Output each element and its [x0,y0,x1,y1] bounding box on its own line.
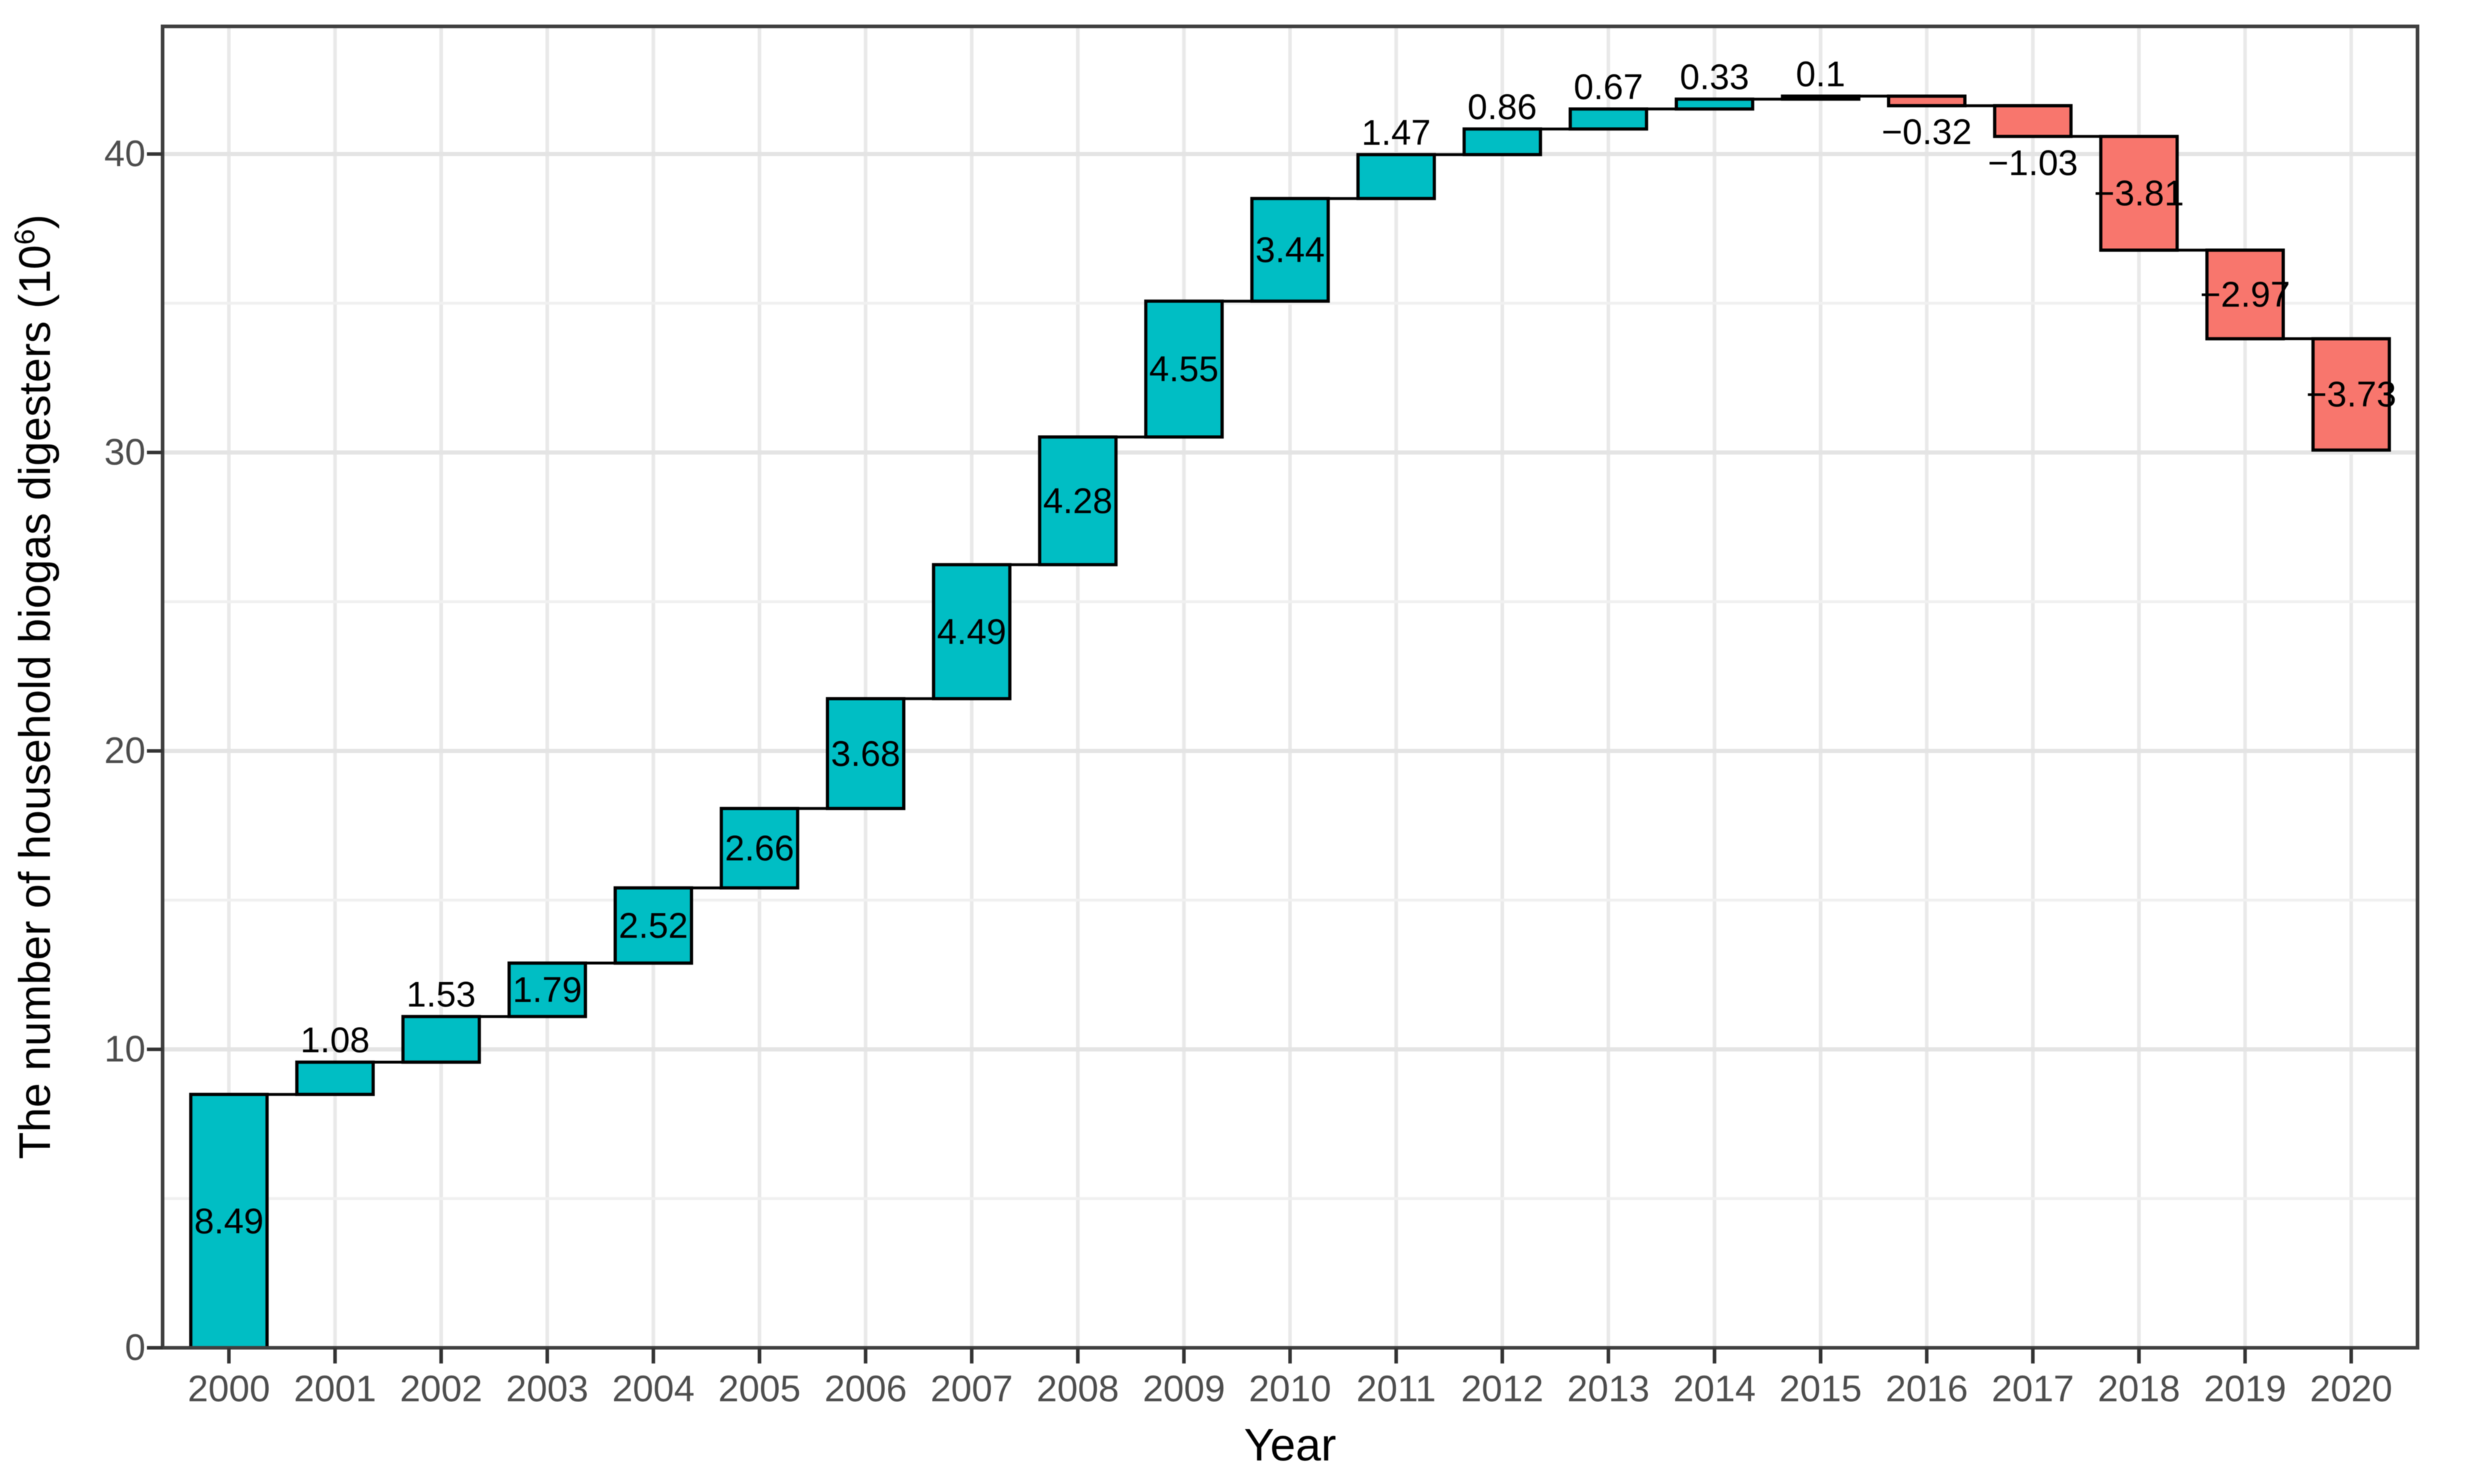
y-tick-label-20: 20 [104,730,145,772]
bar-2013 [1568,107,1649,131]
x-tick-label-2014: 2014 [1673,1368,1756,1410]
x-tick-label-2008: 2008 [1037,1368,1120,1410]
bar-value-label-2012: 0.86 [1468,87,1537,127]
x-tick-label-2005: 2005 [718,1368,801,1410]
bar-value-labels-layer: 8.49 1.08 1.53 1.79 2.52 2.66 3.68 4.49 4.28 4.55… [194,54,2396,1242]
bar-2020 [2311,337,2391,452]
bar-2001 [295,1060,375,1096]
bar-value-label-2014: 0.33 [1680,57,1749,97]
bar-2009 [1144,300,1224,439]
bar-value-label-2006: 3.68 [831,734,900,774]
bar-value-label-2019: −2.97 [2200,275,2291,314]
bar-2006 [826,697,906,811]
bar-value-label-2008: 4.28 [1043,481,1112,521]
bar-value-label-2016: −0.32 [1882,112,1973,152]
axis-ticks-layer [147,152,2353,1363]
bar-value-label-2000: 8.49 [194,1201,263,1241]
x-tick-label-2006: 2006 [824,1368,907,1410]
x-tick-label-2015: 2015 [1779,1368,1862,1410]
y-axis-title: The number of household biogas digesters… [9,214,60,1159]
gridlines-layer [163,26,2418,1348]
bar-2016 [1887,94,1967,108]
bar-value-label-2005: 2.66 [725,828,794,868]
x-tick-label-2018: 2018 [2098,1368,2181,1410]
bar-value-label-2003: 1.79 [513,970,582,1010]
bar-2005 [720,807,799,890]
bar-2012 [1462,127,1543,157]
x-tick-label-2010: 2010 [1249,1368,1331,1410]
bar-2004 [613,886,693,965]
axis-tick-labels-layer: 2000 2001 2002 2003 2004 2005 2006 2007 2008 2009… [104,133,2393,1410]
bar-value-label-2020: −3.73 [2306,374,2397,414]
y-tick-label-40: 40 [104,133,145,175]
bars-layer [189,94,2391,1350]
bar-value-label-2017: −1.03 [1987,143,2078,183]
bar-value-label-2004: 2.52 [619,906,688,946]
y-tick-label-0: 0 [125,1327,145,1368]
x-tick-label-2020: 2020 [2310,1368,2393,1410]
x-tick-label-2003: 2003 [506,1368,589,1410]
x-tick-label-2016: 2016 [1886,1368,1968,1410]
x-tick-label-2000: 2000 [188,1368,270,1410]
bar-value-label-2011: 1.47 [1361,113,1431,153]
bar-2008 [1038,435,1118,567]
x-tick-label-2017: 2017 [1992,1368,2074,1410]
bar-2018 [2099,135,2179,252]
bar-value-label-2015: 0.1 [1796,54,1846,94]
x-tick-label-2007: 2007 [931,1368,1013,1410]
bar-value-label-2007: 4.49 [937,612,1006,652]
waterfall-connectors-layer [267,94,2313,1096]
bar-2007 [931,563,1012,701]
bar-value-label-2009: 4.55 [1150,349,1219,389]
x-tick-label-2013: 2013 [1567,1368,1650,1410]
bar-value-label-2010: 3.44 [1255,230,1324,270]
bar-value-label-2013: 0.67 [1574,67,1643,107]
bar-value-label-2018: −3.81 [2094,173,2184,213]
x-tick-label-2019: 2019 [2204,1368,2286,1410]
bar-2015 [1781,94,1861,101]
x-axis-title: Year [1244,1419,1336,1470]
x-tick-label-2012: 2012 [1461,1368,1544,1410]
bar-2002 [401,1015,481,1064]
x-tick-label-2009: 2009 [1142,1368,1225,1410]
bar-2003 [507,961,588,1018]
bar-value-label-2001: 1.08 [300,1020,369,1060]
bar-2010 [1250,197,1330,303]
bar-value-label-2002: 1.53 [406,974,476,1014]
x-tick-label-2011: 2011 [1356,1368,1436,1410]
bar-2017 [1992,103,2073,138]
x-tick-label-2001: 2001 [294,1368,377,1410]
bar-2011 [1356,153,1436,200]
x-tick-label-2004: 2004 [612,1368,695,1410]
bar-2014 [1674,97,1754,111]
y-tick-label-30: 30 [104,432,145,474]
bar-2019 [2205,248,2285,341]
x-tick-label-2002: 2002 [400,1368,483,1410]
y-tick-label-10: 10 [104,1029,145,1070]
